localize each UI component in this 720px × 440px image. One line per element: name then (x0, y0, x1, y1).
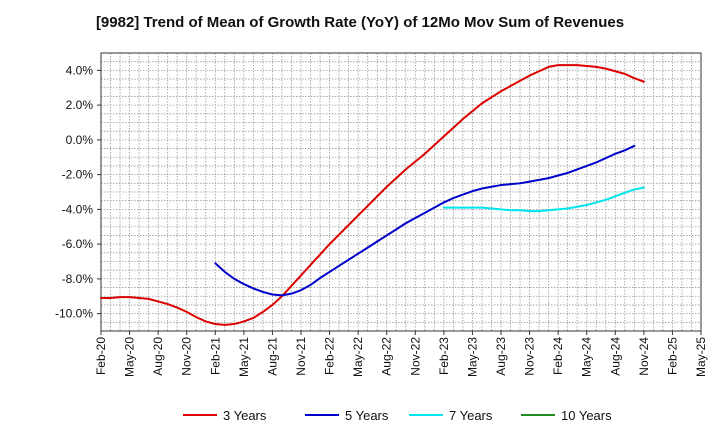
y-tick-label: 2.0% (66, 98, 94, 112)
y-tick-label: -6.0% (62, 237, 94, 251)
legend-label: 7 Years (449, 408, 493, 423)
x-tick-label: Nov-20 (180, 337, 194, 376)
y-tick-label: -2.0% (62, 168, 94, 182)
legend-label: 3 Years (223, 408, 267, 423)
x-tick-label: Aug-20 (151, 337, 165, 376)
y-tick-label: 0.0% (66, 133, 94, 147)
x-tick-label: Aug-22 (380, 337, 394, 376)
series-line-3-years (100, 64, 645, 326)
x-tick-label: Feb-21 (208, 337, 222, 375)
chart-title: [9982] Trend of Mean of Growth Rate (YoY… (95, 14, 625, 31)
x-tick-label: Aug-23 (494, 337, 508, 376)
y-tick-label: -8.0% (62, 272, 94, 286)
plot-frame (100, 52, 702, 332)
x-tick-label: Feb-22 (323, 337, 337, 375)
x-tick-label: May-21 (237, 337, 251, 377)
x-tick-label: Feb-20 (94, 337, 108, 375)
x-tick-label: May-22 (351, 337, 365, 377)
x-tick-label: Aug-24 (608, 337, 622, 376)
x-tick-label: May-23 (465, 337, 479, 377)
x-tick-label: Nov-24 (637, 337, 651, 376)
y-tick-label: -10.0% (55, 307, 93, 321)
x-tick-label: Feb-24 (551, 337, 565, 375)
series-line-5-years (214, 144, 636, 297)
x-tick-label: Aug-21 (265, 337, 279, 376)
x-tick-label: Nov-21 (294, 337, 308, 376)
legend-label: 10 Years (561, 408, 612, 423)
legend-label: 5 Years (345, 408, 389, 423)
x-tick-label: May-25 (694, 337, 708, 377)
x-tick-label: Nov-23 (523, 337, 537, 376)
x-tick-label: May-20 (123, 337, 137, 377)
x-tick-label: Feb-23 (437, 337, 451, 375)
y-tick-label: 4.0% (66, 63, 94, 77)
series-line-7-years (442, 186, 645, 213)
x-tick-label: Nov-22 (408, 337, 422, 376)
x-tick-label: May-24 (580, 337, 594, 377)
x-tick-label: Feb-25 (665, 337, 679, 375)
y-tick-label: -4.0% (62, 202, 94, 216)
